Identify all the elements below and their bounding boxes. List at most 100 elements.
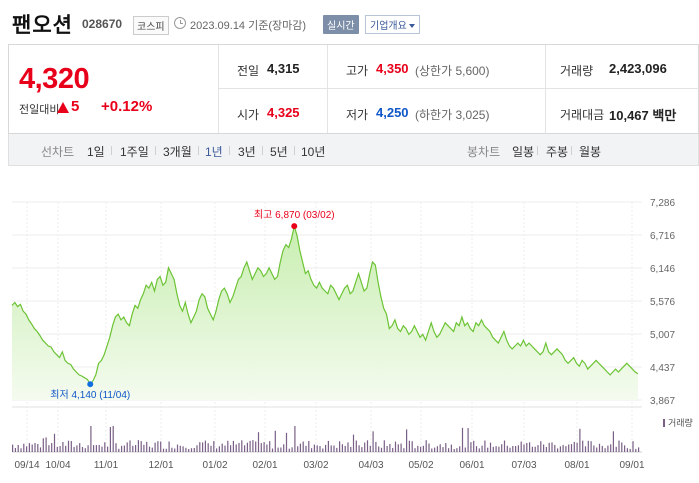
volume-bar xyxy=(557,448,559,452)
x-tick-label: 05/02 xyxy=(408,460,433,471)
tab-daily-candle[interactable]: 일봉 xyxy=(512,145,535,159)
volume-bar xyxy=(481,445,483,452)
lower-limit: (하한가 3,025) xyxy=(415,108,490,122)
volume-bar xyxy=(171,447,173,452)
volume-bar xyxy=(638,447,640,452)
volume-bar xyxy=(271,448,274,452)
volume-bar xyxy=(182,446,184,452)
volume-bar xyxy=(562,444,564,452)
tab-candle-chart[interactable]: 봉차트 xyxy=(467,145,501,159)
volume-bar xyxy=(635,448,637,452)
volume-bar xyxy=(95,445,97,452)
volume-bar xyxy=(294,426,296,452)
volume-bar xyxy=(579,428,581,452)
volume-bar xyxy=(107,446,109,452)
volume-bar xyxy=(515,446,517,452)
tab-divider xyxy=(229,146,230,155)
volume-bar xyxy=(425,440,427,452)
prev-close-value: 4,315 xyxy=(267,61,300,76)
date-text: 2023.09.14 기준(장마감) xyxy=(190,20,307,32)
y-tick-label: 6,146 xyxy=(650,264,675,275)
volume-bar xyxy=(470,442,472,452)
volume-bar xyxy=(204,440,206,452)
company-overview-label: 기업개요 xyxy=(370,21,407,32)
volume-bar xyxy=(174,448,176,452)
volume-bar xyxy=(509,447,511,452)
tab-3year[interactable]: 3년 xyxy=(238,145,256,159)
realtime-button[interactable]: 실시간 xyxy=(323,15,359,34)
volume-bar xyxy=(347,442,349,452)
x-tick-label: 08/01 xyxy=(564,460,589,471)
volume-bar xyxy=(73,446,75,452)
volume-bar xyxy=(534,446,536,452)
price-line xyxy=(11,225,639,386)
volume-bar xyxy=(157,441,159,452)
volume-bar xyxy=(67,440,70,452)
market-badge: 코스피 xyxy=(133,16,169,35)
volume-bar xyxy=(450,444,452,452)
volume-bar xyxy=(464,447,466,452)
prev-close-label: 전일 xyxy=(237,64,260,78)
clock-icon xyxy=(174,17,186,29)
volume-bar xyxy=(227,440,229,452)
volume-bar xyxy=(28,443,30,452)
volume-bar xyxy=(140,441,142,452)
tab-divider xyxy=(294,146,295,155)
volume-bar xyxy=(39,447,42,452)
volume-bar xyxy=(241,440,243,452)
x-tick-label: 09/14 xyxy=(14,460,39,471)
tab-weekly-candle[interactable]: 주봉 xyxy=(546,145,569,159)
volume-bar xyxy=(37,444,39,452)
stat-amount: 거래대금 10,467 백만 xyxy=(545,89,699,133)
volume-bar xyxy=(255,441,257,452)
volume-bar xyxy=(364,442,366,452)
volume-bar xyxy=(151,447,153,452)
volume-bar xyxy=(109,427,111,452)
volume-bar xyxy=(123,445,125,452)
tab-1week[interactable]: 1주일 xyxy=(120,145,149,159)
volume-bar xyxy=(285,432,288,452)
volume-bar xyxy=(297,446,299,452)
volume-bar xyxy=(216,448,218,452)
volume-bar xyxy=(551,442,553,452)
volume-bar xyxy=(277,447,279,452)
volume-bar xyxy=(375,441,377,452)
volume-bar xyxy=(403,448,405,452)
tab-3month[interactable]: 3개월 xyxy=(163,145,192,159)
volume-bar xyxy=(420,446,422,452)
volume-bar xyxy=(31,444,33,452)
volume-bar xyxy=(559,446,561,452)
volume-bar xyxy=(135,445,137,452)
volume-bar xyxy=(121,445,123,452)
volume-bar xyxy=(498,446,500,452)
volume-bar xyxy=(489,442,492,452)
volume-bar xyxy=(126,442,128,452)
volume-bar xyxy=(537,445,539,452)
volume-bar xyxy=(59,446,61,452)
volume-bar xyxy=(311,448,313,452)
volume-bar xyxy=(543,444,545,452)
volume-bar xyxy=(492,446,494,452)
volume-bar xyxy=(506,445,508,452)
volume-bar xyxy=(397,444,399,452)
tab-10year[interactable]: 10년 xyxy=(301,145,326,159)
tab-1day[interactable]: 1일 xyxy=(87,145,105,159)
tab-monthly-candle[interactable]: 월봉 xyxy=(579,145,602,159)
tab-5year[interactable]: 5년 xyxy=(270,145,288,159)
tab-line-chart[interactable]: 선차트 xyxy=(41,145,75,159)
volume-bar xyxy=(408,440,410,452)
volume-bar xyxy=(185,447,187,452)
company-overview-button[interactable]: 기업개요 xyxy=(365,15,420,34)
stat-open: 시가 4,325 xyxy=(219,89,327,133)
tab-divider xyxy=(262,146,263,155)
volume-bar xyxy=(244,445,246,452)
volume-bar xyxy=(512,446,514,452)
price-area: 4,320 전일대비 5 +0.12% xyxy=(9,45,219,133)
volume-bar xyxy=(299,443,301,452)
volume-bar xyxy=(467,428,469,452)
volume-bar xyxy=(162,448,165,452)
volume-bar xyxy=(621,442,623,452)
volume-bar xyxy=(587,440,589,452)
tab-1year[interactable]: 1년 xyxy=(205,145,223,159)
volume-bar xyxy=(266,444,268,452)
